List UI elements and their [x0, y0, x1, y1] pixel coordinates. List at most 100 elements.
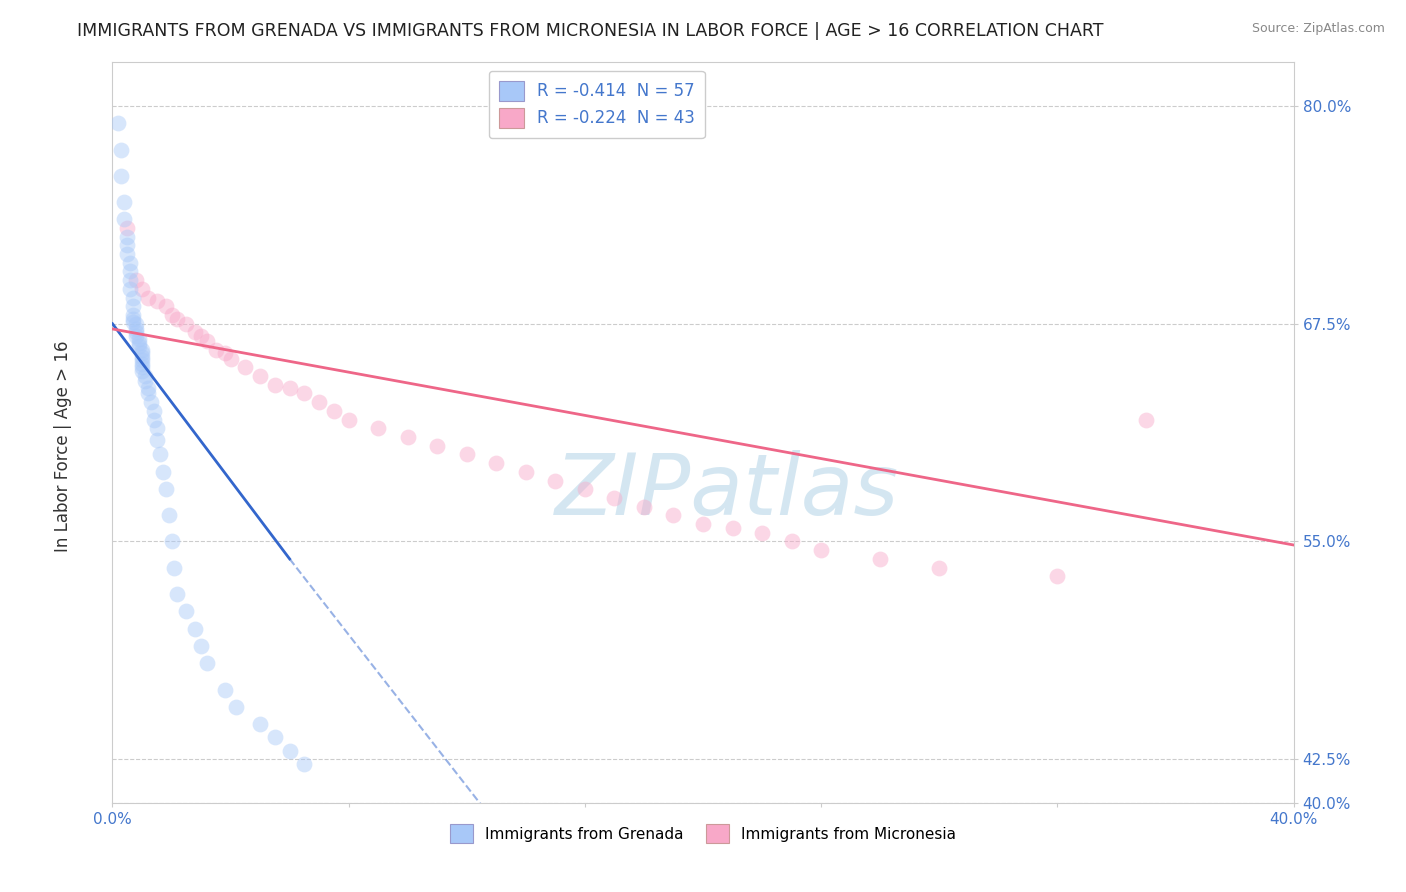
Point: [780, 534, 803, 549]
Point: [131, 353, 153, 368]
Point: [125, 326, 148, 340]
Point: [128, 339, 150, 353]
Point: [142, 404, 165, 418]
Point: [233, 360, 256, 375]
Point: [292, 386, 315, 401]
Point: [128, 335, 150, 350]
Point: [214, 346, 236, 360]
Point: [544, 474, 567, 488]
Point: [120, 282, 142, 296]
Point: [131, 350, 153, 364]
Point: [633, 500, 655, 514]
Point: [264, 377, 287, 392]
Point: [810, 543, 832, 558]
Point: [136, 386, 159, 401]
Point: [574, 482, 596, 496]
Point: [155, 482, 177, 496]
Point: [134, 369, 156, 384]
Point: [125, 317, 148, 331]
Text: ZIPatlas: ZIPatlas: [554, 450, 898, 533]
Point: [751, 525, 773, 540]
Legend: Immigrants from Grenada, Immigrants from Micronesia: Immigrants from Grenada, Immigrants from…: [441, 817, 965, 851]
Point: [120, 256, 142, 270]
Point: [184, 326, 207, 340]
Point: [122, 299, 145, 313]
Point: [107, 116, 129, 130]
Point: [117, 229, 138, 244]
Point: [195, 334, 218, 348]
Point: [174, 604, 197, 618]
Point: [456, 447, 478, 461]
Point: [160, 534, 183, 549]
Point: [396, 430, 419, 444]
Point: [125, 329, 148, 343]
Point: [131, 357, 153, 371]
Point: [166, 587, 188, 601]
Point: [308, 395, 330, 409]
Point: [721, 520, 744, 534]
Point: [278, 381, 301, 395]
Point: [195, 657, 218, 671]
Point: [205, 343, 228, 357]
Point: [146, 434, 169, 448]
Point: [515, 465, 537, 479]
Point: [110, 169, 132, 183]
Point: [1046, 569, 1069, 583]
Point: [112, 194, 135, 209]
Point: [146, 421, 169, 435]
Point: [120, 273, 142, 287]
Text: In Labor Force | Age > 16: In Labor Force | Age > 16: [55, 340, 72, 552]
Point: [120, 264, 142, 278]
Point: [142, 412, 165, 426]
Point: [426, 439, 449, 453]
Point: [869, 552, 891, 566]
Point: [662, 508, 685, 523]
Point: [134, 374, 156, 388]
Point: [122, 308, 145, 322]
Text: Source: ZipAtlas.com: Source: ZipAtlas.com: [1251, 22, 1385, 36]
Point: [136, 381, 159, 395]
Point: [117, 238, 138, 252]
Point: [146, 294, 169, 309]
Point: [190, 639, 212, 653]
Point: [190, 329, 212, 343]
Point: [264, 730, 287, 744]
Point: [128, 333, 150, 347]
Point: [278, 743, 301, 757]
Point: [367, 421, 389, 435]
Point: [184, 622, 207, 636]
Point: [149, 447, 172, 461]
Point: [125, 322, 148, 336]
Point: [160, 308, 183, 322]
Point: [603, 491, 626, 505]
Point: [163, 560, 186, 574]
Point: [112, 212, 135, 227]
Point: [125, 273, 148, 287]
Point: [214, 682, 236, 697]
Point: [485, 456, 508, 470]
Point: [117, 247, 138, 261]
Point: [249, 369, 271, 384]
Point: [174, 317, 197, 331]
Point: [292, 757, 315, 772]
Point: [1135, 412, 1157, 426]
Point: [692, 517, 714, 532]
Point: [928, 560, 950, 574]
Point: [249, 717, 271, 731]
Point: [122, 291, 145, 305]
Point: [152, 465, 174, 479]
Point: [117, 221, 138, 235]
Point: [131, 346, 153, 360]
Point: [122, 315, 145, 329]
Point: [131, 282, 153, 296]
Point: [136, 291, 159, 305]
Point: [155, 299, 177, 313]
Point: [219, 351, 242, 366]
Point: [131, 343, 153, 357]
Point: [122, 311, 145, 326]
Point: [337, 412, 360, 426]
Point: [139, 395, 162, 409]
Point: [131, 364, 153, 378]
Point: [323, 404, 346, 418]
Point: [157, 508, 180, 523]
